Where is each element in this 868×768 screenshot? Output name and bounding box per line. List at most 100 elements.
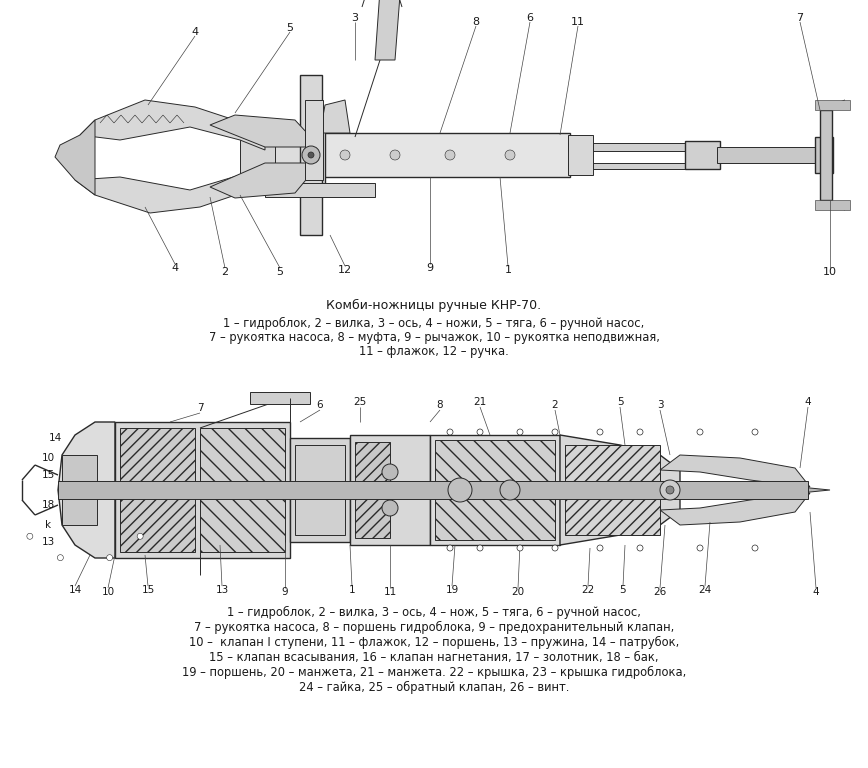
- Circle shape: [390, 150, 400, 160]
- Text: 1: 1: [349, 585, 355, 595]
- Circle shape: [660, 480, 680, 500]
- Text: 3: 3: [657, 400, 663, 410]
- Bar: [815, 100, 850, 110]
- Bar: [815, 200, 850, 210]
- Polygon shape: [800, 487, 830, 493]
- Bar: [200, 428, 285, 552]
- Circle shape: [27, 533, 33, 539]
- Text: 25: 25: [353, 397, 366, 407]
- Text: 24: 24: [699, 585, 712, 595]
- Circle shape: [552, 429, 558, 435]
- Bar: [355, 496, 390, 538]
- Text: 5: 5: [286, 23, 293, 33]
- Text: 8: 8: [437, 400, 444, 410]
- Text: 15: 15: [42, 470, 55, 480]
- Circle shape: [308, 152, 314, 158]
- Circle shape: [57, 554, 63, 561]
- Polygon shape: [210, 115, 320, 147]
- Text: 9: 9: [282, 587, 288, 597]
- Text: 5: 5: [277, 267, 284, 277]
- Text: 12: 12: [338, 265, 352, 275]
- Text: 1 – гидроблок, 2 – вилка, 3 – ось, 4 – нож, 5 – тяга, 6 – ручной насос,: 1 – гидроблок, 2 – вилка, 3 – ось, 4 – н…: [227, 605, 641, 618]
- Polygon shape: [210, 163, 320, 198]
- Text: 10: 10: [823, 267, 837, 277]
- Text: 20: 20: [511, 587, 524, 597]
- Circle shape: [697, 429, 703, 435]
- Text: 3: 3: [352, 13, 358, 23]
- Circle shape: [500, 480, 520, 500]
- Circle shape: [447, 429, 453, 435]
- Polygon shape: [55, 120, 95, 195]
- Bar: [250, 392, 310, 404]
- Text: 15 – клапан всасывания, 16 – клапан нагнетания, 17 – золотник, 18 – бак,: 15 – клапан всасывания, 16 – клапан нагн…: [209, 650, 659, 664]
- Text: 8: 8: [472, 17, 479, 27]
- Bar: [350, 435, 430, 545]
- Circle shape: [382, 464, 398, 480]
- Bar: [568, 135, 593, 175]
- Text: 4: 4: [812, 587, 819, 597]
- Text: 11: 11: [571, 17, 585, 27]
- Polygon shape: [80, 100, 265, 150]
- Circle shape: [477, 545, 483, 551]
- Polygon shape: [75, 165, 265, 213]
- Circle shape: [107, 554, 113, 561]
- Circle shape: [477, 429, 483, 435]
- Bar: [290, 438, 350, 542]
- Bar: [568, 143, 688, 151]
- Bar: [62, 455, 97, 525]
- Bar: [295, 445, 345, 535]
- Bar: [115, 422, 290, 558]
- Text: 4: 4: [172, 263, 179, 273]
- Circle shape: [666, 486, 674, 494]
- Text: 9: 9: [426, 263, 433, 273]
- Circle shape: [637, 429, 643, 435]
- Text: 19: 19: [445, 585, 458, 595]
- Text: 7: 7: [797, 13, 804, 23]
- Text: 21: 21: [473, 397, 487, 407]
- Circle shape: [752, 429, 758, 435]
- Polygon shape: [660, 493, 810, 525]
- Circle shape: [445, 150, 455, 160]
- Circle shape: [697, 545, 703, 551]
- Bar: [435, 494, 555, 540]
- Text: 7: 7: [197, 403, 203, 413]
- Text: Комби-ножницы ручные КНР-70.: Комби-ножницы ручные КНР-70.: [326, 299, 542, 312]
- Text: 10 –  клапан I ступени, 11 – флажок, 12 – поршень, 13 – пружина, 14 – патрубок,: 10 – клапан I ступени, 11 – флажок, 12 –…: [189, 635, 679, 648]
- Text: 13: 13: [42, 537, 55, 547]
- Bar: [240, 133, 275, 177]
- Bar: [355, 442, 390, 484]
- Bar: [568, 163, 688, 169]
- Polygon shape: [560, 435, 680, 545]
- Text: 2: 2: [221, 267, 228, 277]
- Circle shape: [505, 150, 515, 160]
- Bar: [717, 147, 817, 163]
- Text: 7 – рукоятка насоса, 8 – муфта, 9 – рычажок, 10 – рукоятка неподвижная,: 7 – рукоятка насоса, 8 – муфта, 9 – рыча…: [208, 332, 660, 345]
- Circle shape: [552, 545, 558, 551]
- Text: 24 – гайка, 25 – обратный клапан, 26 – винт.: 24 – гайка, 25 – обратный клапан, 26 – в…: [299, 680, 569, 694]
- Bar: [305, 100, 323, 180]
- Text: 7 – рукоятка насоса, 8 – поршень гидроблока, 9 – предохранительный клапан,: 7 – рукоятка насоса, 8 – поршень гидробл…: [194, 621, 674, 634]
- Bar: [430, 435, 560, 545]
- Text: 1: 1: [504, 265, 511, 275]
- Bar: [20, 10, 855, 295]
- Text: 14: 14: [49, 433, 62, 443]
- Text: 1 – гидроблок, 2 – вилка, 3 – ось, 4 – ножи, 5 – тяга, 6 – ручной насос,: 1 – гидроблок, 2 – вилка, 3 – ось, 4 – н…: [223, 316, 645, 329]
- Bar: [300, 75, 322, 235]
- Text: 11: 11: [384, 587, 397, 597]
- Circle shape: [637, 545, 643, 551]
- Text: 15: 15: [141, 585, 155, 595]
- Circle shape: [597, 545, 603, 551]
- Circle shape: [302, 146, 320, 164]
- Bar: [435, 440, 555, 486]
- Circle shape: [597, 429, 603, 435]
- Bar: [815, 137, 833, 173]
- Circle shape: [517, 545, 523, 551]
- Text: 2: 2: [552, 400, 558, 410]
- Bar: [820, 110, 832, 200]
- Circle shape: [752, 545, 758, 551]
- Bar: [120, 496, 195, 552]
- Polygon shape: [660, 455, 810, 487]
- Text: 4: 4: [805, 397, 812, 407]
- Text: 13: 13: [215, 585, 228, 595]
- Text: 19 – поршень, 20 – манжета, 21 – манжета. 22 – крышка, 23 – крышка гидроблока,: 19 – поршень, 20 – манжета, 21 – манжета…: [182, 665, 686, 679]
